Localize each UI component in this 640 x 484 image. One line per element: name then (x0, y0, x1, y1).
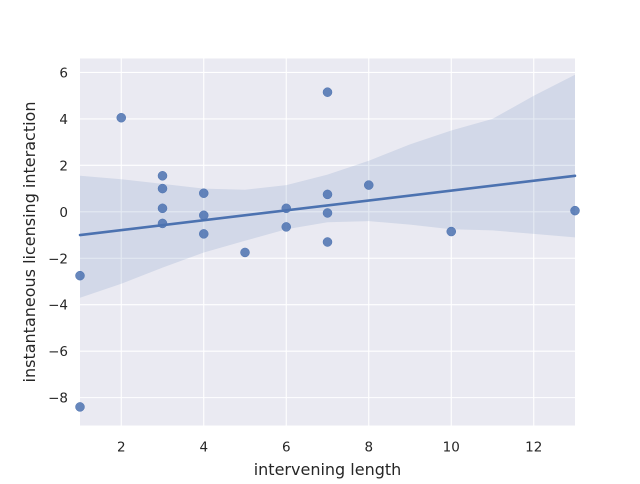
data-point (199, 229, 209, 239)
y-tick-label: −2 (48, 251, 68, 267)
data-point (157, 203, 168, 214)
data-point (199, 210, 209, 221)
data-point (75, 402, 85, 412)
data-point (281, 222, 291, 232)
data-point (157, 183, 168, 194)
data-point (157, 218, 168, 229)
data-point (281, 203, 291, 214)
x-tick-label: 6 (282, 440, 291, 456)
y-tick-label: −8 (48, 391, 68, 407)
y-tick-label: 2 (59, 158, 68, 174)
data-point (322, 189, 333, 200)
data-point (199, 188, 209, 198)
x-tick-label: 10 (443, 440, 460, 456)
data-point (322, 87, 333, 97)
data-point (446, 226, 456, 237)
data-point (322, 237, 333, 247)
data-point (116, 112, 126, 123)
x-tick-label: 8 (364, 440, 373, 456)
data-point (570, 205, 580, 216)
x-tick-label: 12 (525, 440, 542, 456)
y-tick-label: 6 (59, 65, 68, 81)
y-axis-label: instantaneous licensing interaction (20, 102, 39, 383)
y-tick-label: 0 (59, 205, 68, 221)
x-tick-label: 2 (117, 440, 126, 456)
x-tick-label: 4 (199, 440, 208, 456)
x-axis-label: intervening length (254, 460, 402, 479)
data-point (157, 171, 168, 181)
data-point (240, 247, 250, 258)
y-tick-label: −4 (48, 298, 68, 314)
data-point (364, 180, 374, 190)
y-tick-label: −6 (48, 344, 68, 360)
data-point (322, 208, 333, 218)
data-points (75, 87, 580, 412)
confidence-band-layer (80, 74, 575, 298)
tick-labels: 2 4 6 8 10 12 −8 −6 −4 −2 0 2 4 6 (48, 65, 542, 455)
y-tick-label: 4 (59, 112, 68, 128)
data-point (75, 270, 85, 281)
confidence-band (80, 74, 575, 298)
